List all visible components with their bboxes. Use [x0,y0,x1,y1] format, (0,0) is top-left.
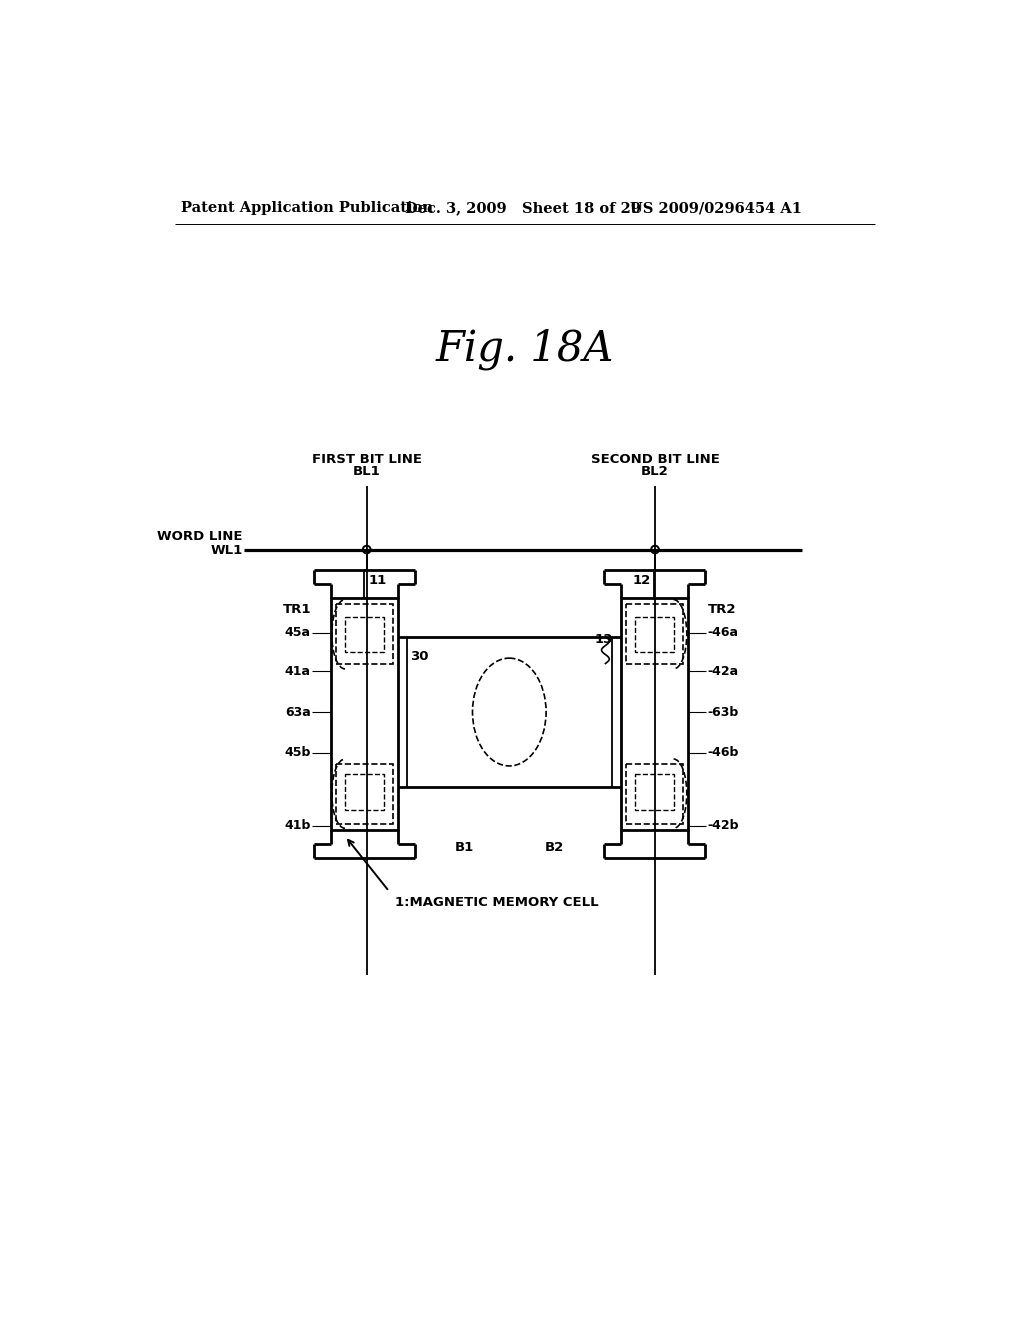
Text: -46a: -46a [708,626,738,639]
Bar [345,775,384,809]
Text: 13: 13 [595,632,613,645]
Bar [345,616,384,652]
Bar [626,763,683,824]
Text: -42b: -42b [708,820,739,833]
Text: -63b: -63b [708,705,739,718]
Text: BL1: BL1 [353,465,381,478]
Text: 45a: 45a [285,626,311,639]
Text: -46b: -46b [708,746,739,759]
Text: 41b: 41b [285,820,311,833]
Text: TR2: TR2 [708,603,736,616]
Bar [336,763,393,824]
Text: -42a: -42a [708,665,739,677]
Bar [336,605,393,664]
Bar [621,598,687,830]
Text: FIRST BIT LINE: FIRST BIT LINE [311,453,422,466]
Text: B2: B2 [545,841,563,854]
Text: WL1: WL1 [211,544,243,557]
Text: Fig. 18A: Fig. 18A [435,329,614,371]
Text: 63a: 63a [285,705,311,718]
Text: WORD LINE: WORD LINE [158,531,243,544]
Text: Patent Application Publication: Patent Application Publication [180,202,433,215]
Text: BL2: BL2 [641,465,669,478]
Text: B1: B1 [455,841,474,854]
Text: 30: 30 [410,651,429,664]
Text: US 2009/0296454 A1: US 2009/0296454 A1 [630,202,802,215]
Text: Dec. 3, 2009   Sheet 18 of 29: Dec. 3, 2009 Sheet 18 of 29 [406,202,641,215]
Bar [635,775,674,809]
Text: 45b: 45b [285,746,311,759]
Text: 11: 11 [369,574,386,587]
Text: TR1: TR1 [283,603,311,616]
Text: SECOND BIT LINE: SECOND BIT LINE [591,453,720,466]
Bar [635,616,674,652]
Text: 12: 12 [632,574,650,587]
Bar [626,605,683,664]
Text: 41a: 41a [285,665,311,677]
Text: 1:MAGNETIC MEMORY CELL: 1:MAGNETIC MEMORY CELL [395,896,599,909]
Bar [331,598,397,830]
